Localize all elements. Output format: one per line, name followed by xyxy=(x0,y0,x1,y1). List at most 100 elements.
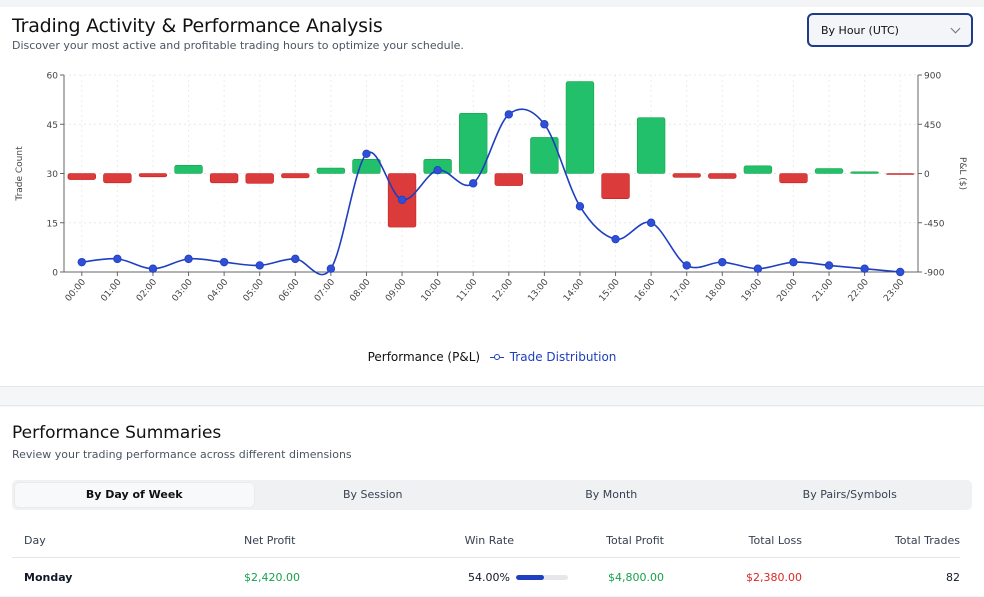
right-tick-label: 900 xyxy=(924,72,941,82)
trade-distribution-point xyxy=(789,257,798,267)
trade-distribution-point xyxy=(682,261,691,270)
trade-distribution-point xyxy=(219,257,229,267)
x-tick-label: 05:00 xyxy=(242,277,267,304)
pnl-bar xyxy=(174,164,203,174)
win-rate-text: 54.00% xyxy=(468,570,510,584)
line-dot-icon xyxy=(489,352,504,362)
right-tick-label: -450 xyxy=(924,219,945,229)
pnl-bar xyxy=(814,168,844,174)
cell-day: Monday xyxy=(24,570,73,584)
pnl-bar xyxy=(886,173,915,175)
x-tick-label: 22:00 xyxy=(847,277,872,304)
chevron-down-icon xyxy=(950,23,961,33)
trade-distribution-line xyxy=(81,108,901,276)
chart-legend: Performance (P&L) Trade Distribution xyxy=(0,349,984,364)
col-total-profit[interactable]: Total Profit xyxy=(514,525,664,558)
x-tick-label: 09:00 xyxy=(384,277,409,304)
pnl-bar xyxy=(281,173,310,179)
col-total-loss[interactable]: Total Loss xyxy=(664,525,802,558)
col-total-trades[interactable]: Total Trades xyxy=(802,525,960,558)
pnl-bar xyxy=(459,113,488,174)
page-subtitle: Discover your most active and profitable… xyxy=(12,39,464,52)
trade-distribution-point xyxy=(824,261,834,270)
trade-distribution-point xyxy=(540,120,549,129)
x-tick-label: 00:00 xyxy=(64,277,89,304)
x-tick-label: 03:00 xyxy=(171,277,196,304)
tab-by-pairs-symbols[interactable]: By Pairs/Symbols xyxy=(802,488,897,501)
summary-tabs: By Day of Week By Session By Month By Pa… xyxy=(12,480,972,510)
trade-distribution-point xyxy=(575,202,585,211)
trade-distribution-point xyxy=(184,254,193,264)
left-tick-label: 60 xyxy=(47,72,59,82)
pnl-bar xyxy=(494,173,523,186)
pnl-bar xyxy=(103,173,132,184)
x-tick-label: 21:00 xyxy=(811,277,836,304)
x-tick-label: 07:00 xyxy=(313,277,338,304)
trade-distribution-point xyxy=(291,254,300,264)
table-row[interactable]: Monday $2,420.00 54.00% $4,800.00 $2,380… xyxy=(12,557,960,597)
x-tick-label: 20:00 xyxy=(775,277,800,304)
x-tick-label: 17:00 xyxy=(669,277,694,304)
right-tick-label: 0 xyxy=(924,170,930,180)
left-tick-label: 15 xyxy=(47,219,58,229)
legend-item-trade-distribution[interactable]: Trade Distribution xyxy=(509,349,617,364)
cell-total-profit: $4,800.00 xyxy=(608,570,664,584)
grouping-select[interactable]: By Hour (UTC) xyxy=(807,13,973,47)
right-tick-label: -900 xyxy=(924,269,945,279)
win-rate-bar-fill xyxy=(516,574,545,580)
trade-distribution-point xyxy=(77,257,86,267)
trade-distribution-point xyxy=(896,267,905,277)
pnl-bar xyxy=(601,173,630,199)
summaries-subtitle: Review your trading performance across d… xyxy=(12,448,352,461)
legend-item-performance[interactable]: Performance (P&L) xyxy=(367,349,481,364)
x-tick-label: 16:00 xyxy=(633,277,658,304)
pnl-bar xyxy=(779,173,808,184)
activity-chart: 0 15 30 45 60 -900 -450 0 450 900 Trade Count P&L (… xyxy=(15,72,967,304)
grouping-select-value: By Hour (UTC) xyxy=(821,23,899,37)
x-tick-label: 13:00 xyxy=(526,277,551,304)
x-tick-label: 18:00 xyxy=(704,277,729,304)
pnl-bar xyxy=(209,173,239,184)
col-net-profit[interactable]: Net Profit xyxy=(192,525,392,558)
x-tick-label: 14:00 xyxy=(562,277,587,304)
trade-distribution-point xyxy=(718,257,727,267)
pnl-bar xyxy=(743,165,773,174)
x-tick-label: 23:00 xyxy=(882,277,907,304)
summary-table: Day Net Profit Win Rate Total Profit Tot… xyxy=(12,525,960,597)
pnl-bar xyxy=(636,117,666,174)
left-tick-label: 45 xyxy=(47,121,58,131)
summaries-card: Performance Summaries Review your tradin… xyxy=(0,407,984,596)
x-tick-label: 11:00 xyxy=(455,277,480,304)
trade-distribution-point xyxy=(397,195,407,204)
trade-distribution-point xyxy=(753,264,763,273)
trade-distribution-point xyxy=(113,254,122,264)
right-axis-title: P&L ($) xyxy=(957,157,967,190)
cell-total-trades: 82 xyxy=(946,570,960,584)
col-day[interactable]: Day xyxy=(12,525,192,558)
pnl-bar xyxy=(708,173,737,179)
col-win-rate[interactable]: Win Rate xyxy=(392,525,514,558)
trade-distribution-point xyxy=(255,261,264,270)
pnl-bar xyxy=(316,167,346,174)
trade-distribution-point xyxy=(326,264,336,273)
cell-total-loss: $2,380.00 xyxy=(746,570,802,584)
tab-by-session[interactable]: By Session xyxy=(342,488,403,501)
trade-distribution-point xyxy=(504,110,513,119)
x-tick-label: 19:00 xyxy=(740,277,765,304)
tab-by-day-of-week[interactable]: By Day of Week xyxy=(15,483,254,507)
pnl-bar xyxy=(67,173,96,180)
x-tick-label: 01:00 xyxy=(99,277,124,304)
x-tick-label: 08:00 xyxy=(348,277,373,304)
pnl-bar xyxy=(245,173,274,184)
x-tick-label: 15:00 xyxy=(598,277,623,304)
tab-by-month[interactable]: By Month xyxy=(585,488,638,501)
trade-distribution-point xyxy=(469,179,478,188)
x-tick-label: 06:00 xyxy=(277,277,302,304)
right-tick-label: 450 xyxy=(924,121,941,131)
summaries-title: Performance Summaries xyxy=(12,423,222,443)
section-divider xyxy=(0,388,984,406)
trade-distribution-point xyxy=(433,166,442,175)
trade-distribution-point xyxy=(611,234,620,244)
pnl-bar xyxy=(138,173,168,178)
win-rate-bar xyxy=(516,574,568,580)
